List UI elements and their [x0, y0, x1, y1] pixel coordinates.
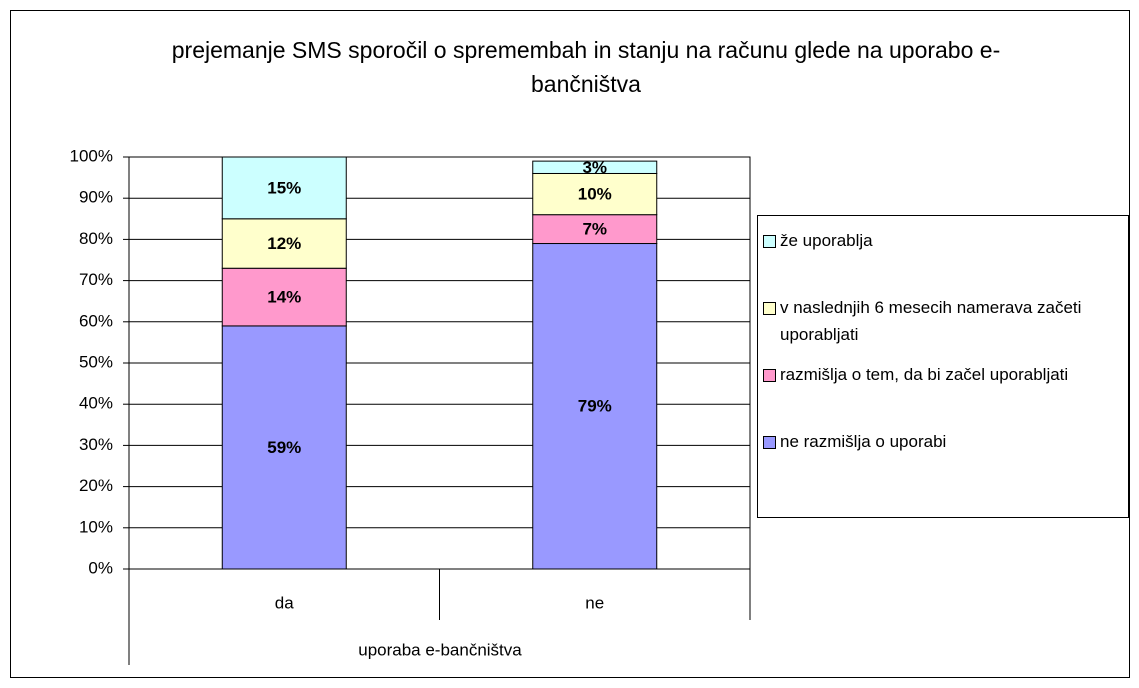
- y-tick-label: 20%: [79, 476, 113, 495]
- data-label: 7%: [582, 220, 607, 239]
- legend-label: ne razmišlja o uporabi: [780, 432, 947, 451]
- y-tick-label: 90%: [79, 188, 113, 207]
- y-tick-label: 100%: [70, 146, 113, 165]
- legend-label: v naslednjih 6 mesecih namerava začeti u…: [780, 298, 1082, 344]
- y-tick-label: 0%: [88, 558, 113, 577]
- y-tick-label: 80%: [79, 229, 113, 248]
- y-tick-label: 60%: [79, 311, 113, 330]
- legend-item: razmišlja o tem, da bi začel uporabljati: [763, 361, 1139, 388]
- data-label: 12%: [267, 234, 301, 253]
- y-tick-label: 40%: [79, 394, 113, 413]
- legend-swatch: [763, 302, 776, 315]
- bar-segment: [532, 172, 658, 216]
- bar-segment: [221, 156, 347, 220]
- data-label: 15%: [267, 178, 301, 197]
- bar-segment: [532, 214, 658, 245]
- y-tick-label: 10%: [79, 517, 113, 536]
- legend: ne razmišlja o uporabi razmišlja o tem, d…: [757, 215, 1129, 518]
- x-axis-label: uporaba e-bančništva: [358, 640, 522, 659]
- data-label: 10%: [578, 185, 612, 204]
- chart-title: prejemanje SMS sporočil o spremembah in …: [171, 37, 1001, 97]
- bar-segment: [532, 160, 658, 174]
- y-tick-label: 50%: [79, 352, 113, 371]
- legend-swatch: [763, 369, 776, 382]
- legend-item: ne razmišlja o uporabi: [763, 428, 1139, 455]
- data-label: 59%: [267, 438, 301, 457]
- bar-segment: [532, 243, 658, 570]
- x-tick-label: da: [275, 593, 294, 612]
- bar-segment: [221, 325, 347, 570]
- legend-item: že uporablja: [763, 227, 1139, 254]
- chart-border: [10, 10, 1130, 678]
- y-tick-label: 70%: [79, 270, 113, 289]
- bar-segment: [221, 267, 347, 327]
- legend-swatch: [763, 235, 776, 248]
- data-label: 79%: [578, 397, 612, 416]
- data-label: 3%: [582, 158, 607, 177]
- legend-label: razmišlja o tem, da bi začel uporabljati: [780, 365, 1069, 384]
- y-tick-label: 30%: [79, 435, 113, 454]
- data-label: 14%: [267, 288, 301, 307]
- legend-item: v naslednjih 6 mesecih namerava začeti u…: [763, 294, 1139, 348]
- legend-swatch: [763, 436, 776, 449]
- x-tick-label: ne: [585, 593, 604, 612]
- legend-label: že uporablja: [780, 231, 873, 250]
